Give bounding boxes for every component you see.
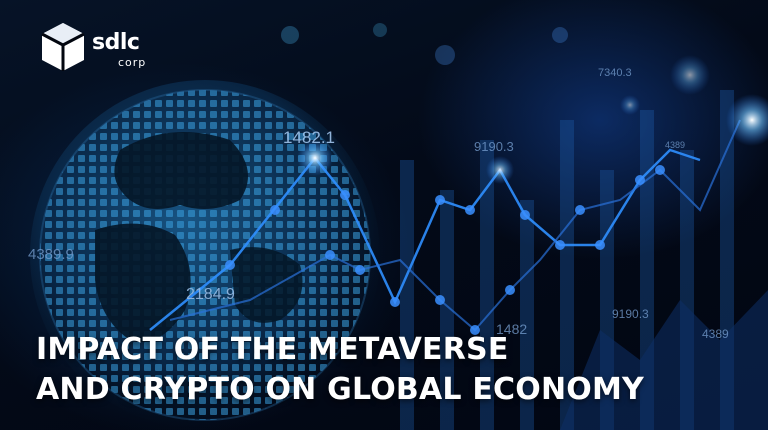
stat-figure-6: 2184.9 (186, 286, 235, 303)
stat-figure-7: 1482 (496, 321, 528, 337)
headline: IMPACT OF THE METAVERSE AND CRYPTO ON GL… (36, 330, 756, 410)
headline-line-1: IMPACT OF THE METAVERSE (36, 332, 509, 367)
light-flares (281, 23, 768, 184)
globe (30, 80, 380, 430)
brand-name: sdlc (92, 30, 140, 55)
stat-figure-8: 9190.3 (612, 307, 649, 321)
headline-line-2: AND CRYPTO ON GLOBAL ECONOMY (36, 372, 644, 407)
area-shape (560, 290, 768, 430)
chart-nodes (225, 165, 665, 335)
brand-sub: corp (118, 56, 147, 69)
stat-figure-4: 4389 (665, 140, 686, 150)
brand-logo: sdlc corp (38, 20, 158, 76)
stat-figure-5: 4389.9 (28, 246, 74, 263)
stat-figure-3: 7340.3 (598, 67, 632, 79)
stat-figure-1: 1482.1 (283, 128, 335, 147)
bar-columns (400, 90, 734, 430)
trend-line-secondary (169, 119, 741, 332)
stat-figure-9: 4389 (702, 327, 729, 341)
cube-icon (41, 23, 85, 71)
stat-figure-2: 9190.3 (474, 139, 514, 154)
